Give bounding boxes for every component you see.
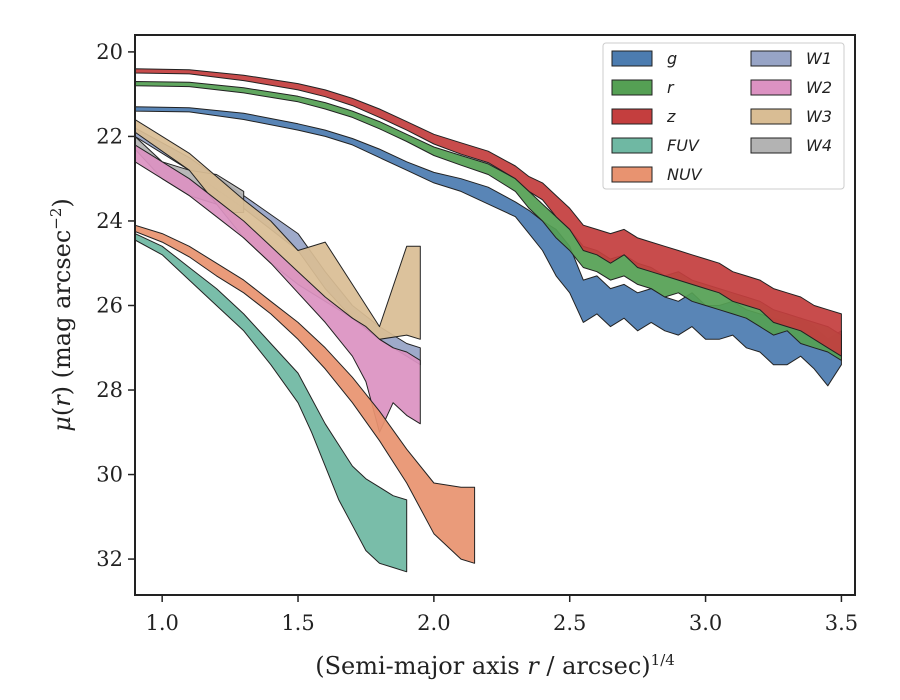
y-axis-label: μ(r) (mag arcsec−2) bbox=[47, 198, 76, 432]
y-tick-label: 20 bbox=[96, 40, 123, 64]
y-tick-label: 32 bbox=[96, 547, 123, 571]
legend-label: W2 bbox=[806, 78, 832, 97]
y-tick-label: 26 bbox=[96, 293, 123, 317]
legend: grz FUV NUV W1 W2 W3 W4 bbox=[602, 42, 845, 190]
svg-text:μ(r) (mag arcsec−2): μ(r) (mag arcsec−2) bbox=[47, 198, 76, 432]
legend-label: NUV bbox=[667, 165, 703, 184]
x-tick-label: 1.5 bbox=[281, 611, 314, 635]
legend-swatch bbox=[750, 50, 792, 67]
y-tick-label: 22 bbox=[96, 124, 123, 148]
legend-label: r bbox=[667, 78, 675, 97]
legend-swatch bbox=[750, 79, 792, 96]
x-tick-label: 1.0 bbox=[145, 611, 178, 635]
legend-swatch bbox=[611, 166, 653, 183]
band-layer bbox=[135, 68, 842, 573]
legend-label: W1 bbox=[806, 49, 832, 68]
x-tick-label: 2.0 bbox=[417, 611, 450, 635]
legend-swatch bbox=[611, 79, 653, 96]
svg-text:(Semi-major axis r / arcsec)1/: (Semi-major axis r / arcsec)1/4 bbox=[315, 651, 675, 680]
band-z bbox=[135, 68, 842, 357]
legend-swatch bbox=[750, 137, 792, 154]
legend-label: FUV bbox=[667, 136, 700, 155]
legend-label: W3 bbox=[806, 107, 832, 126]
legend-label: z bbox=[666, 107, 676, 126]
x-tick-label: 2.5 bbox=[553, 611, 586, 635]
legend-swatch bbox=[611, 50, 653, 67]
plot-frame bbox=[134, 34, 856, 596]
band-g bbox=[135, 106, 842, 387]
y-tick-label: 28 bbox=[96, 378, 123, 402]
y-tick-label: 30 bbox=[96, 463, 123, 487]
x-tick-label: 3.5 bbox=[825, 611, 858, 635]
legend-swatch bbox=[750, 108, 792, 125]
legend-label: W4 bbox=[806, 136, 832, 155]
legend-label: g bbox=[667, 49, 677, 68]
y-tick-label: 24 bbox=[96, 209, 123, 233]
legend-swatch bbox=[611, 137, 653, 154]
band-w2 bbox=[135, 144, 421, 433]
x-axis-label: (Semi-major axis r / arcsec)1/4 bbox=[315, 651, 675, 680]
legend-swatch bbox=[611, 108, 653, 125]
x-tick-label: 3.0 bbox=[689, 611, 722, 635]
band-nuv bbox=[135, 224, 476, 564]
band-fuv bbox=[135, 233, 408, 573]
axes-layer: 1.0 1.5 2.0 2.5 3.0 3.5 20 22 24 26 28 30 32 bbox=[96, 34, 858, 635]
